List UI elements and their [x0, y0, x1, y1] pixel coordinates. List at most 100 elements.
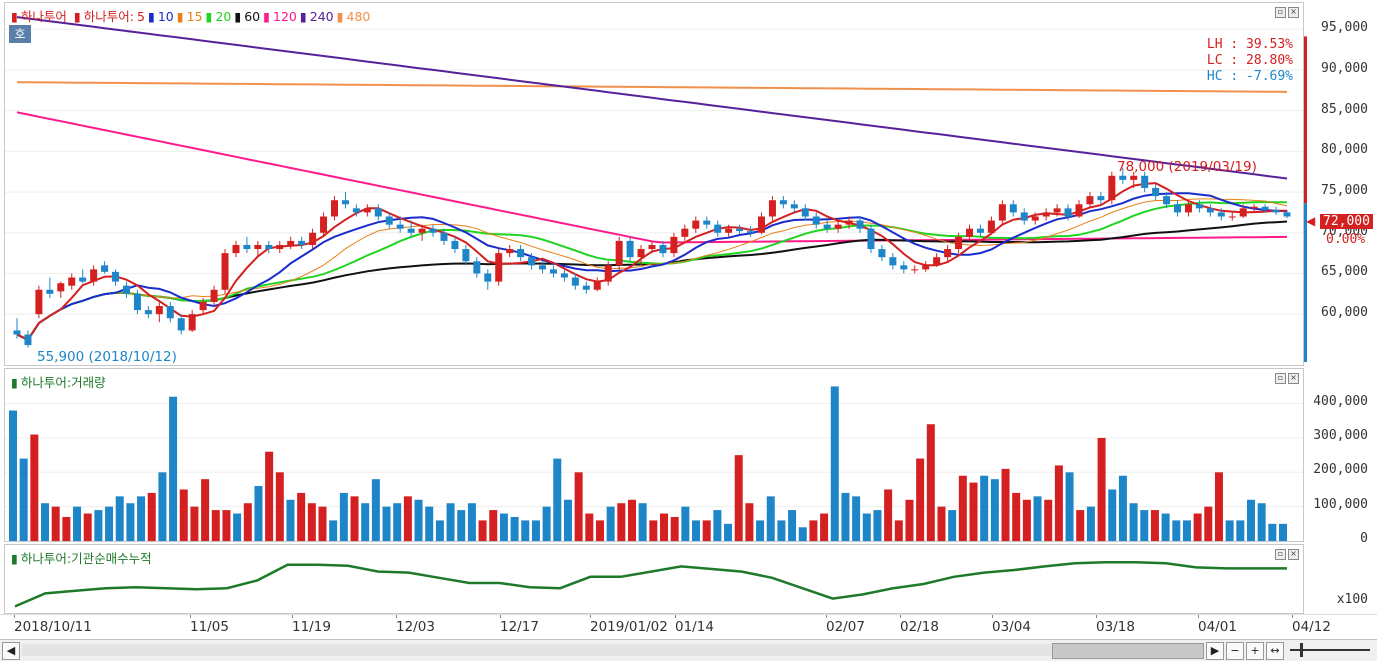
legend-stock-name: 하나투어	[20, 9, 67, 24]
candle-body	[265, 244, 273, 250]
volume-bar	[809, 520, 818, 541]
acc-chart-pane[interactable]: ▮ 하나투어:기관순매수누적 ▫ ×	[4, 544, 1304, 614]
volume-bar	[798, 527, 807, 541]
price-chart-pane[interactable]: ▮ 하나투어 ▮ 하나투어: 5 ▮ 10 ▮ 15 ▮ 20 ▮ 60 ▮ 120 ▮ 240 ▮ 480 ▫ …	[4, 2, 1304, 366]
scroll-left-icon[interactable]: ◀	[2, 642, 20, 660]
low-annotation: 55,900 (2018/10/12)	[37, 349, 177, 365]
volume-bar	[1140, 510, 1149, 541]
volume-bar	[1182, 520, 1191, 541]
volume-bar	[361, 503, 370, 541]
volume-bar	[1044, 499, 1053, 541]
candle-body	[177, 318, 185, 331]
volume-bar	[542, 506, 551, 541]
candle-body	[790, 204, 798, 209]
legend-ma-name: 하나투어:	[83, 9, 134, 24]
volume-tick: 300,000	[1313, 427, 1368, 443]
volume-bar	[446, 503, 455, 541]
price-tick: 65,000	[1321, 264, 1368, 280]
date-tick: 02/18	[900, 619, 939, 635]
candle-body	[856, 220, 864, 229]
volume-bar	[777, 520, 786, 541]
volume-bar	[73, 506, 82, 541]
volume-bar	[521, 520, 530, 541]
candle-body	[1261, 206, 1269, 210]
acc-legend: ▮ 하나투어:기관순매수누적	[11, 548, 155, 567]
acc-unit: x100	[1336, 592, 1368, 607]
date-tick: 2019/01/02	[590, 619, 668, 635]
zoom-slider-handle[interactable]	[1300, 643, 1303, 657]
volume-bar	[980, 475, 989, 541]
candle-body	[582, 285, 590, 290]
candle-body	[112, 271, 120, 282]
range-bar-up	[1304, 36, 1307, 204]
volume-bar	[595, 520, 604, 541]
ma-5-line	[16, 182, 1287, 342]
acc-legend-marker-icon: ▮	[11, 551, 18, 566]
candle-body	[692, 220, 700, 229]
zoom-slider[interactable]	[1290, 649, 1370, 651]
candle-body	[309, 232, 317, 245]
ma-10-line	[16, 192, 1288, 342]
maximize-icon[interactable]: ▫	[1275, 7, 1286, 18]
zoom-out-icon[interactable]: −	[1226, 642, 1244, 660]
close-icon[interactable]: ×	[1288, 373, 1299, 384]
volume-bar	[9, 410, 17, 541]
candle-body	[714, 224, 722, 233]
current-price-badge: 72,000	[1320, 214, 1373, 229]
volume-tick: 200,000	[1313, 462, 1368, 478]
candle-body	[1184, 204, 1192, 213]
volume-bar	[1129, 503, 1138, 541]
volume-tick: 400,000	[1313, 393, 1368, 409]
candle-body	[648, 244, 656, 250]
candle-body	[1174, 204, 1182, 213]
candle-body	[133, 293, 141, 311]
scroll-track[interactable]	[22, 644, 1052, 656]
maximize-icon[interactable]: ▫	[1275, 373, 1286, 384]
price-chart-canvas	[5, 16, 1303, 348]
volume-bar	[339, 492, 348, 541]
scroll-thumb[interactable]	[1052, 643, 1204, 659]
acc-axis: x100	[1304, 544, 1374, 614]
candle-body	[593, 281, 601, 290]
candle-body	[823, 224, 831, 229]
candle-body	[1053, 208, 1061, 213]
zoom-in-icon[interactable]: +	[1246, 642, 1264, 660]
candle-body	[320, 216, 328, 233]
volume-bar	[1214, 472, 1223, 541]
volume-bar	[1246, 499, 1255, 541]
date-tick: 11/05	[190, 619, 229, 635]
volume-bar	[745, 503, 754, 541]
volume-bar	[126, 503, 135, 541]
volume-bar	[990, 479, 999, 541]
ma-20-line	[16, 200, 1287, 342]
candle-body	[13, 330, 21, 335]
close-icon[interactable]: ×	[1288, 549, 1299, 560]
date-tick: 11/19	[292, 619, 331, 635]
price-legend: ▮ 하나투어 ▮ 하나투어: 5 ▮ 10 ▮ 15 ▮ 20 ▮ 60 ▮ 120 ▮ 240 ▮ 480	[11, 9, 371, 24]
candle-body	[670, 236, 678, 254]
candle-body	[298, 240, 306, 245]
close-icon[interactable]: ×	[1288, 7, 1299, 18]
candle-body	[757, 216, 765, 233]
candle-body	[1283, 212, 1291, 217]
candle-body	[155, 306, 163, 315]
candle-body	[801, 208, 809, 217]
candle-body	[1217, 212, 1225, 217]
volume-chart-pane[interactable]: ▮ 하나투어:거래량 ▫ ×	[4, 368, 1304, 542]
volume-legend-label: 하나투어:거래량	[20, 375, 106, 390]
candle-body	[24, 334, 32, 346]
stat-hc: HC : -7.69%	[1206, 69, 1293, 84]
candle-body	[199, 301, 207, 311]
volume-bar	[734, 455, 743, 541]
maximize-icon[interactable]: ▫	[1275, 549, 1286, 560]
scroll-right-icon[interactable]: ▶	[1206, 642, 1224, 660]
volume-bar	[788, 510, 797, 541]
volume-bar	[713, 510, 722, 541]
acc-line	[14, 560, 1287, 608]
candle-body	[1141, 175, 1149, 188]
candle-body	[374, 208, 382, 217]
volume-bar	[179, 489, 188, 541]
hoga-button[interactable]: 호	[9, 25, 31, 43]
zoom-fit-icon[interactable]: ↔	[1266, 642, 1284, 660]
candle-body	[254, 244, 262, 250]
